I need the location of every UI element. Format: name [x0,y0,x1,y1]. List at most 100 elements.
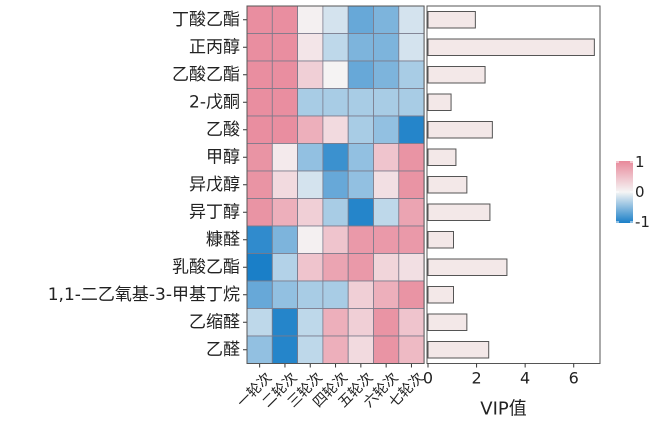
heatmap-cell [271,88,298,117]
heatmap-cell [246,143,273,172]
row-label: 丁酸乙酯 [172,10,240,30]
heatmap-cell [347,115,374,144]
row-label: 异丁醇 [189,202,240,222]
row-label: 乙酸 [206,120,240,140]
heatmap-cell [398,335,425,364]
row-label: 乙缩醛 [189,312,240,332]
heatmap-cell [347,143,374,172]
heatmap-cell [398,280,425,309]
heatmap-cell [322,5,349,34]
heatmap-cell [373,253,400,282]
heatmap-cell [246,170,273,199]
heatmap-cell [373,88,400,117]
heatmap-cell [271,308,298,337]
heatmap-cell [297,253,324,282]
heatmap-cell [347,33,374,62]
heatmap-cell [271,335,298,364]
heatmap-cell [398,88,425,117]
heatmap-cell [347,88,374,117]
row-label: 正丙醇 [189,37,240,57]
x-tick-label: 0 [423,369,433,388]
legend-tick-label: 1 [635,153,645,171]
heatmap-cell [347,253,374,282]
heatmap-cell [246,198,273,227]
vip-bar [427,93,452,111]
heatmap-cell [271,33,298,62]
heatmap-cell [246,88,273,117]
vip-bar [427,341,490,359]
heatmap-cell [297,170,324,199]
legend-tick-label: -1 [635,213,650,231]
row-label: 2-戊酮 [189,92,240,112]
heatmap-cell [398,225,425,254]
heatmap-cell [373,115,400,144]
heatmap-cell [373,225,400,254]
heatmap-cell [297,60,324,89]
color-legend: 1 0 -1 [616,153,650,231]
vip-bar [427,313,468,331]
heatmap-cell [347,308,374,337]
heatmap-cell [271,225,298,254]
heatmap-frame [246,5,425,364]
heatmap-cell [398,308,425,337]
row-label: 乙醛 [206,340,240,360]
heatmap-cell [322,170,349,199]
heatmap-cell [347,280,374,309]
heatmap-cell [347,198,374,227]
heatmap-cell [373,5,400,34]
heatmap-cell [297,308,324,337]
heatmap-cell [246,5,273,34]
heatmap-cell [398,60,425,89]
heatmap-cell [398,253,425,282]
vip-bar [427,38,595,56]
heatmap-cell [373,33,400,62]
heatmap-cell [398,115,425,144]
row-label: 乳酸乙酯 [172,257,240,277]
heatmap-cell [271,143,298,172]
heatmap-cell [322,308,349,337]
heatmap-cell [297,225,324,254]
heatmap-cell [322,33,349,62]
heatmap-cell [271,253,298,282]
heatmap-cell [373,143,400,172]
heatmap-cell [322,335,349,364]
heatmap-cell [347,170,374,199]
heatmap-cell [271,115,298,144]
heatmap-cell [347,60,374,89]
heatmap-cell [246,280,273,309]
x-tick-label: 2 [471,369,481,388]
heatmap-cell [271,5,298,34]
heatmap-cell [347,225,374,254]
heatmap-cell [297,143,324,172]
vip-bar [427,286,454,304]
x-axis-label: VIP值 [480,399,526,420]
heatmap-cell [398,33,425,62]
heatmap-cell [398,170,425,199]
heatmap-cell [322,225,349,254]
heatmap-cell [373,280,400,309]
bar-panel-frame [426,5,601,364]
heatmap-cells [246,5,425,364]
row-label: 乙酸乙酯 [172,65,240,85]
heatmap-cell [322,115,349,144]
heatmap-cell [297,5,324,34]
heatmap-cell [246,225,273,254]
heatmap-cell [246,60,273,89]
heatmap-cell [322,253,349,282]
vip-bar [427,148,457,166]
heatmap-cell [246,308,273,337]
heatmap-cell [246,253,273,282]
heatmap-cell [322,143,349,172]
vip-bar-panel: 0 2 4 6 VIP值 [423,5,601,420]
heatmap-cell [373,308,400,337]
heatmap-cell [322,198,349,227]
heatmap-cell [373,60,400,89]
heatmap-cell [373,335,400,364]
vip-bar [427,203,491,221]
heatmap-cell [322,88,349,117]
heatmap-cell [347,5,374,34]
heatmap-cell [398,5,425,34]
heatmap-cell [297,198,324,227]
